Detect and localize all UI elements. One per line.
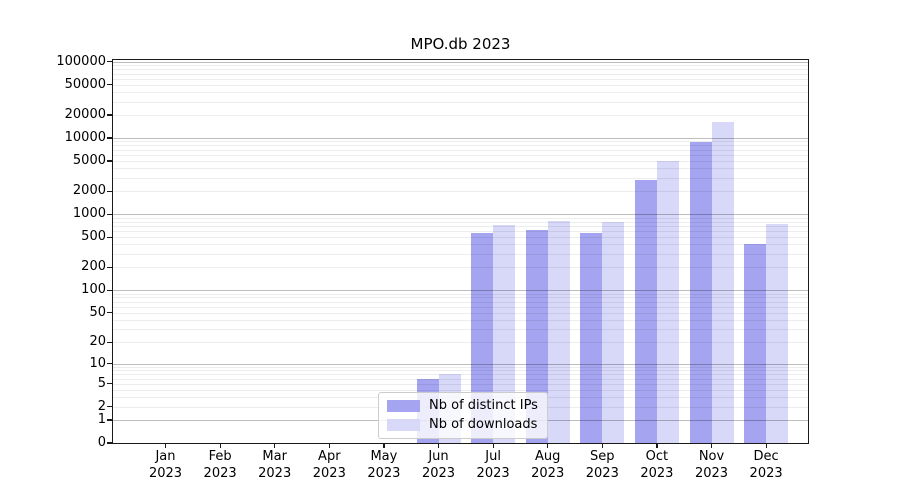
legend-item-distinct-ips: Nb of distinct IPs	[387, 398, 538, 414]
legend-item-downloads: Nb of downloads	[387, 417, 538, 433]
x-tick-label-nov: Nov 2023	[694, 449, 729, 481]
x-tick-label-apr: Apr 2023	[312, 449, 346, 481]
bar-aug-downloads	[547, 220, 570, 443]
y-tick-label: 500	[81, 229, 106, 245]
x-tick-label-mar: Mar 2023	[258, 449, 292, 481]
bar-nov-downloads	[711, 122, 734, 443]
bar-oct-ips	[634, 180, 657, 443]
legend: Nb of distinct IPs Nb of downloads	[378, 392, 548, 439]
x-tick-label-feb: Feb 2023	[203, 449, 237, 481]
y-tick-mark	[107, 406, 112, 408]
x-tick-mark	[328, 444, 330, 448]
x-tick-label-dec: Dec 2023	[749, 449, 783, 481]
y-tick-mark	[107, 383, 112, 385]
y-tick-label: 5000	[72, 152, 106, 168]
x-tick-mark	[164, 444, 167, 448]
bar-nov-ips	[689, 142, 712, 443]
bar-dec-ips	[744, 244, 767, 443]
bar-jul-ips	[471, 233, 494, 443]
bar-jul-downloads	[493, 225, 516, 443]
y-tick-mark	[107, 84, 112, 86]
y-tick-label: 2	[97, 398, 106, 414]
y-tick-label: 1	[97, 412, 106, 428]
bar-sep-ips	[580, 233, 603, 443]
y-tick-label: 200	[81, 259, 106, 275]
plot-area: Nb of distinct IPs Nb of downloads	[112, 59, 809, 444]
bar-sep-downloads	[602, 221, 625, 443]
x-tick-label-may: May 2023	[367, 449, 401, 481]
y-tick-label: 10	[89, 355, 106, 371]
x-tick-label-jun: Jun 2023	[421, 449, 456, 481]
y-tick-label: 100	[81, 282, 106, 298]
x-tick-mark	[601, 444, 603, 448]
x-tick-label-aug: Aug 2023	[531, 449, 565, 481]
legend-label-distinct-ips: Nb of distinct IPs	[429, 398, 538, 413]
y-tick-label: 0	[97, 435, 106, 450]
y-tick-label: 50	[89, 304, 106, 320]
y-tick-label: 5	[97, 375, 106, 391]
legend-swatch-downloads	[387, 419, 420, 431]
bar-oct-downloads	[656, 160, 679, 443]
x-tick-mark	[710, 444, 713, 448]
y-tick-mark	[107, 61, 112, 63]
x-tick-label-oct: Oct 2023	[640, 449, 674, 481]
x-tick-mark	[437, 444, 440, 448]
x-tick-mark	[656, 444, 658, 448]
y-tick-mark	[107, 190, 112, 192]
x-tick-mark	[492, 444, 494, 448]
x-tick-label-jan: Jan 2023	[148, 449, 183, 481]
y-tick-mark	[107, 236, 112, 238]
y-tick-mark	[107, 312, 112, 314]
y-tick-mark	[107, 160, 112, 162]
y-tick-label: 1000	[72, 206, 106, 222]
y-tick-mark	[107, 442, 112, 444]
y-tick-mark	[107, 289, 112, 291]
bars-layer	[113, 60, 808, 443]
y-tick-label: 50000	[64, 76, 106, 92]
y-tick-label: 100000	[56, 53, 106, 69]
legend-swatch-distinct-ips	[387, 400, 420, 412]
x-tick-mark	[383, 444, 385, 448]
legend-label-downloads: Nb of downloads	[429, 417, 538, 432]
bar-aug-ips	[525, 229, 548, 443]
x-tick-label-sep: Sep 2023	[585, 449, 619, 481]
x-tick-mark	[219, 444, 221, 448]
x-tick-mark	[547, 444, 549, 448]
y-tick-mark	[107, 213, 112, 215]
bar-dec-downloads	[766, 224, 789, 443]
y-tick-mark	[107, 362, 112, 365]
y-tick-mark	[107, 341, 112, 343]
y-tick-label: 20000	[64, 107, 106, 122]
y-tick-mark	[107, 114, 112, 116]
y-tick-mark	[107, 137, 112, 139]
y-tick-mark	[107, 266, 112, 269]
y-tick-label: 10000	[64, 129, 106, 145]
y-tick-mark	[107, 419, 112, 421]
x-tick-mark	[765, 444, 767, 448]
y-tick-label: 2000	[72, 183, 106, 199]
y-tick-label: 20	[89, 334, 106, 350]
x-tick-mark	[274, 444, 276, 448]
x-tick-label-jul: Jul 2023	[476, 449, 510, 481]
chart-title: MPO.db 2023	[410, 35, 511, 53]
